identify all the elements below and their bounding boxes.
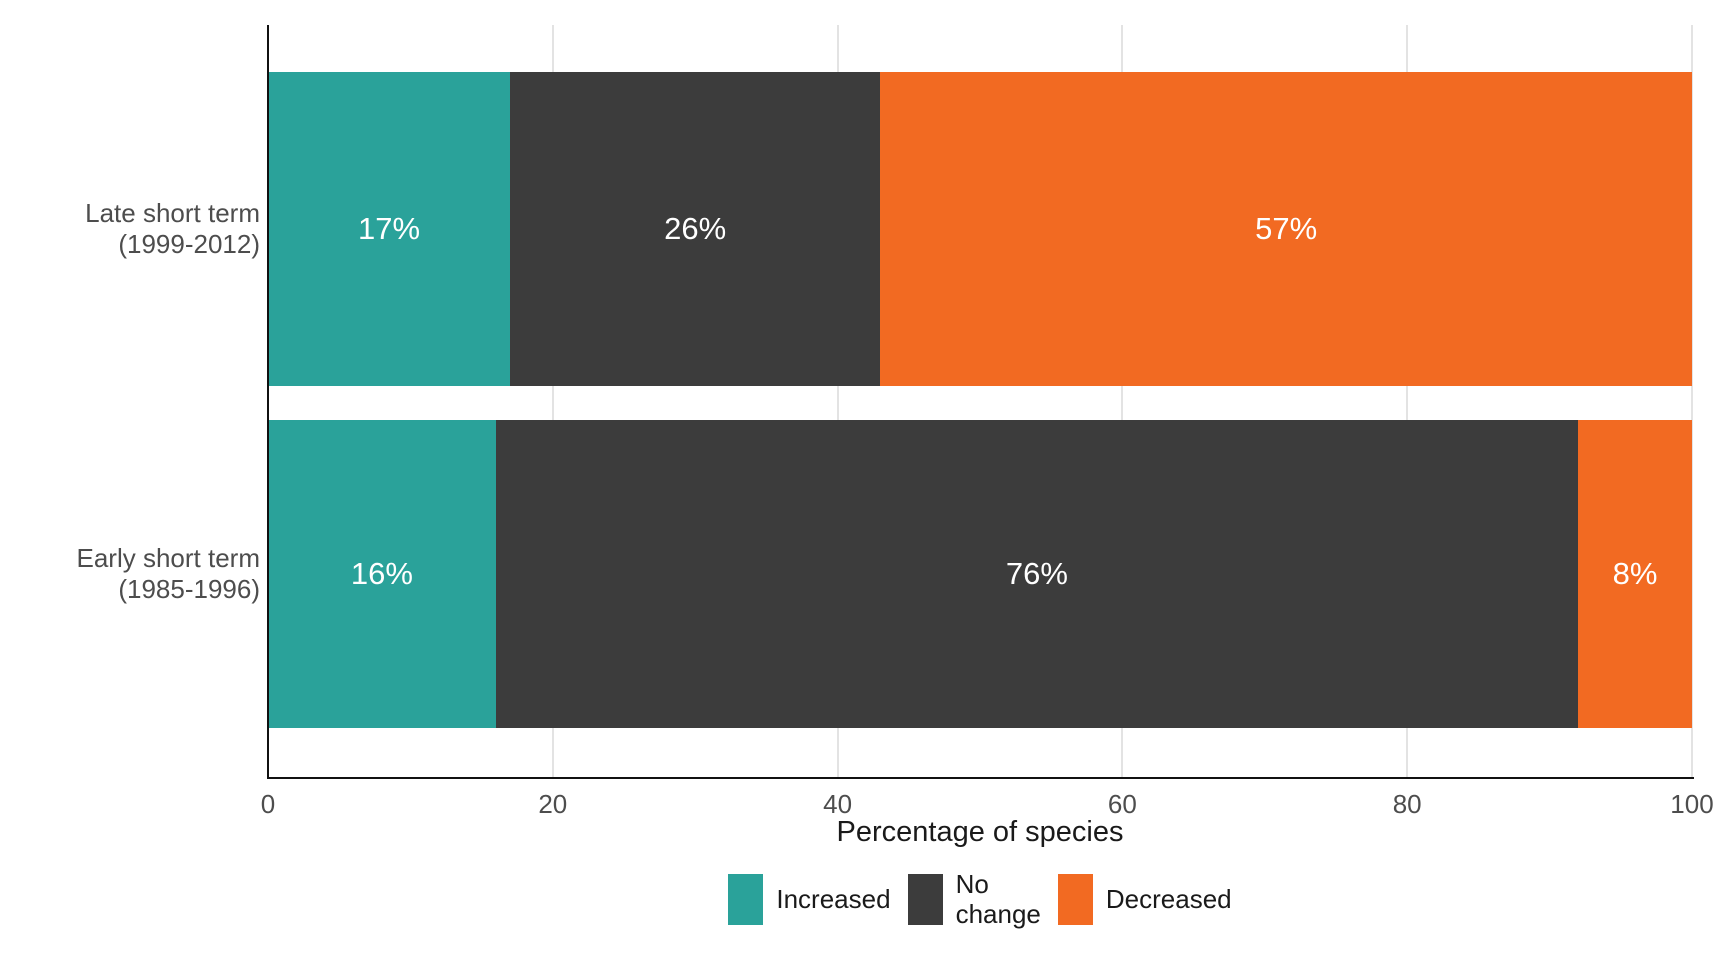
legend-label: Increased	[776, 884, 890, 914]
bar-segment-label: 8%	[1612, 556, 1658, 591]
bar-segment-label: 17%	[358, 211, 421, 246]
legend-label-line: change	[955, 899, 1041, 929]
gridline	[1121, 25, 1124, 777]
legend-swatch	[907, 873, 943, 925]
y-axis-category-label-line: Late short term	[85, 198, 260, 228]
legend-label: No change	[956, 869, 1041, 929]
x-axis-tick-label: 40	[823, 789, 853, 819]
legend: Increased No change Decreased	[268, 864, 1692, 934]
legend-item: No change	[907, 869, 1041, 929]
y-axis-category-label-line: (1985-1996)	[118, 574, 260, 604]
bar-row: 17% 26% 57%	[268, 72, 1692, 386]
legend-label: Decreased	[1106, 884, 1232, 914]
gridline	[551, 25, 554, 777]
gridline	[1691, 25, 1693, 777]
bar-segment-label: 57%	[1255, 211, 1318, 246]
bar-segment: 17%	[268, 72, 511, 386]
x-axis-line	[267, 777, 1694, 779]
legend-item: Increased	[728, 873, 891, 925]
bar-segment-label: 26%	[664, 211, 727, 246]
bar-segment-label: 76%	[1005, 556, 1068, 591]
bar-row: 16% 76% 8%	[268, 420, 1692, 728]
legend-label-line: Decreased	[1105, 884, 1232, 914]
legend-item: Decreased	[1057, 873, 1232, 925]
x-axis-tick-label: 20	[538, 789, 568, 819]
legend-label-line: Increased	[776, 884, 891, 914]
x-axis-title: Percentage of species	[836, 816, 1124, 848]
gridline	[1406, 25, 1409, 777]
x-axis-tick-label: 60	[1107, 789, 1137, 819]
gridline	[836, 25, 839, 777]
legend-swatch	[728, 873, 764, 925]
legend-swatch	[1057, 873, 1093, 925]
y-axis-category-label-line: (1999-2012)	[118, 229, 260, 259]
x-axis-tick-label: 80	[1392, 789, 1422, 819]
y-axis-category-label-line: Early short term	[76, 543, 261, 573]
x-axis-tick-label: 0	[260, 789, 276, 819]
bar-segment: 8%	[1578, 420, 1692, 728]
y-axis-line	[267, 25, 269, 779]
bar-segment: 76%	[495, 420, 1579, 728]
bar-segment: 16%	[268, 420, 496, 728]
bar-segment: 57%	[880, 72, 1692, 386]
x-axis-tick-label: 100	[1670, 789, 1714, 819]
legend-label-line: No	[955, 869, 989, 899]
bar-segment-label: 16%	[350, 556, 413, 591]
y-axis-category-label: Early short term (1985-1996)	[0, 543, 261, 605]
bar-segment: 26%	[510, 72, 881, 386]
y-axis-category-label: Late short term (1999-2012)	[0, 198, 260, 260]
